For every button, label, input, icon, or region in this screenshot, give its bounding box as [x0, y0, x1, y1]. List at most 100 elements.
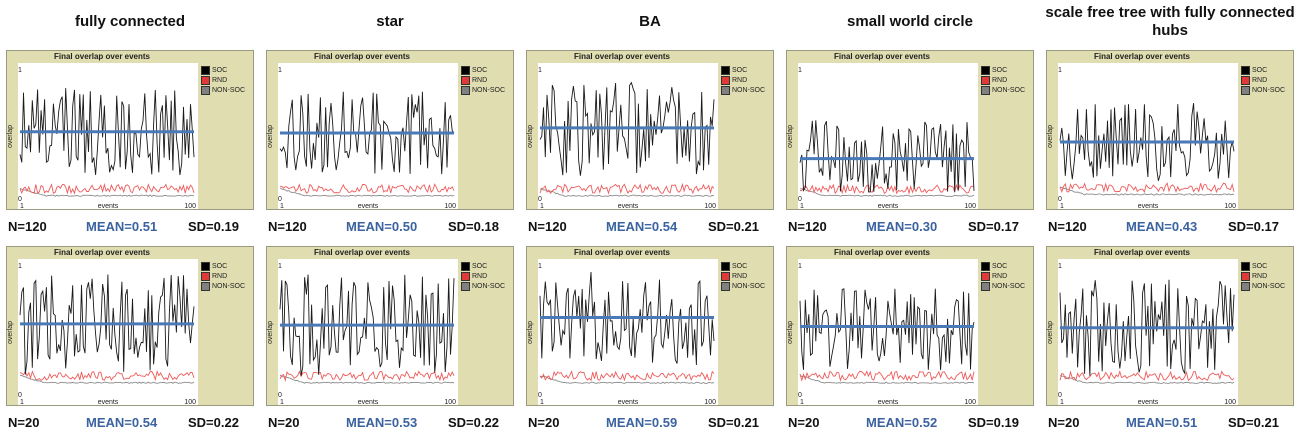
- n-label: N=20: [1048, 415, 1080, 430]
- n-label: N=120: [528, 219, 567, 234]
- series-non-soc-line: [19, 374, 195, 384]
- legend-label: NON-SOC: [732, 282, 766, 290]
- plot-panel: Final overlap over events 1 0 1 100 events ove…: [266, 246, 514, 406]
- series-soc-line: [539, 271, 715, 366]
- y-axis-label: overlap: [1046, 125, 1054, 148]
- legend-label: RND: [472, 272, 488, 280]
- panel-title: Final overlap over events: [313, 248, 411, 257]
- y-tick-bottom: 0: [278, 392, 282, 399]
- plot-panel: Final overlap over events 1 0 1 100 events ove…: [266, 50, 514, 210]
- legend-item: NON-SOC: [1241, 281, 1285, 291]
- legend-swatch: [721, 65, 730, 75]
- x-axis-label: events: [1138, 399, 1159, 405]
- legend-swatch: [201, 85, 210, 95]
- n-label: N=20: [8, 415, 40, 430]
- stats-row: N=120 MEAN=0.43 SD=0.17: [1046, 218, 1294, 236]
- x-axis-label: events: [358, 399, 379, 405]
- n-label: N=120: [268, 219, 307, 234]
- x-tick-left: 1: [20, 203, 24, 209]
- legend-item: SOC: [721, 65, 765, 75]
- sd-label: SD=0.21: [1228, 415, 1279, 430]
- series-rnd-line: [19, 182, 195, 195]
- x-tick-left: 1: [1060, 203, 1064, 209]
- x-tick-left: 1: [540, 399, 544, 405]
- legend-swatch: [981, 65, 990, 75]
- sd-label: SD=0.22: [188, 415, 239, 430]
- plot-area: 1 0 1 100 events: [18, 259, 198, 405]
- legend-label: RND: [1252, 272, 1268, 280]
- legend-swatch: [721, 75, 730, 85]
- n-label: N=20: [528, 415, 560, 430]
- legend: SOC RND NON-SOC: [721, 65, 765, 95]
- legend-swatch: [1241, 271, 1250, 281]
- stats-row: N=20 MEAN=0.52 SD=0.19: [786, 414, 1034, 432]
- legend-swatch: [981, 271, 990, 281]
- y-tick-top: 1: [798, 263, 802, 270]
- series-soc-line: [279, 274, 455, 376]
- series-rnd-line: [1059, 182, 1235, 194]
- x-tick-left: 1: [1060, 399, 1064, 405]
- mean-label: MEAN=0.51: [1126, 415, 1198, 430]
- stats-row: N=20 MEAN=0.53 SD=0.22: [266, 414, 514, 432]
- y-tick-bottom: 0: [538, 196, 542, 203]
- plot-area: 1 0 1 100 events: [538, 63, 718, 209]
- column-title: scale free tree with fully connected hub…: [1045, 4, 1295, 39]
- legend-item: SOC: [461, 65, 505, 75]
- stats-row: N=120 MEAN=0.51 SD=0.19: [6, 218, 254, 236]
- legend-swatch: [1241, 65, 1250, 75]
- legend-item: SOC: [981, 65, 1025, 75]
- column-title: fully connected: [74, 13, 186, 30]
- y-tick-bottom: 0: [278, 196, 282, 203]
- x-tick-right: 100: [964, 399, 976, 405]
- legend-item: NON-SOC: [721, 85, 765, 95]
- plot-area: 1 0 1 100 events: [538, 259, 718, 405]
- legend-item: NON-SOC: [201, 85, 245, 95]
- plot-panel: Final overlap over events 1 0 1 100 events ove…: [6, 50, 254, 210]
- plot-area: 1 0 1 100 events: [278, 63, 458, 209]
- legend-label: SOC: [472, 66, 488, 74]
- n-label: N=20: [268, 415, 300, 430]
- legend-item: RND: [981, 271, 1025, 281]
- stats-row: N=20 MEAN=0.51 SD=0.21: [1046, 414, 1294, 432]
- legend-item: RND: [201, 75, 245, 85]
- y-tick-top: 1: [538, 263, 542, 270]
- sd-label: SD=0.17: [968, 219, 1019, 234]
- legend-item: RND: [1241, 75, 1285, 85]
- x-axis-label: events: [618, 399, 639, 405]
- series-non-soc-line: [800, 188, 975, 197]
- legend-label: RND: [212, 272, 228, 280]
- legend-label: NON-SOC: [472, 282, 506, 290]
- legend-label: NON-SOC: [1252, 282, 1286, 290]
- x-tick-right: 100: [1224, 203, 1236, 209]
- y-tick-top: 1: [1058, 67, 1062, 74]
- y-tick-bottom: 0: [538, 392, 542, 399]
- legend: SOC RND NON-SOC: [461, 65, 505, 95]
- legend-swatch: [721, 271, 730, 281]
- legend-item: SOC: [201, 65, 245, 75]
- legend-label: RND: [1252, 76, 1268, 84]
- x-tick-left: 1: [280, 399, 284, 405]
- y-tick-top: 1: [798, 67, 802, 74]
- series-non-soc-line: [1059, 186, 1235, 196]
- legend-item: NON-SOC: [721, 281, 765, 291]
- legend-item: RND: [461, 75, 505, 85]
- series-rnd-line: [539, 370, 715, 382]
- x-axis-label: events: [878, 203, 899, 209]
- series-non-soc-line: [279, 187, 455, 197]
- series-non-soc-line: [539, 375, 715, 384]
- series-non-soc-line: [799, 375, 975, 384]
- x-axis-label: events: [98, 203, 119, 209]
- column-title: star: [376, 13, 404, 30]
- mean-label: MEAN=0.53: [346, 415, 418, 430]
- legend: SOC RND NON-SOC: [1241, 261, 1285, 291]
- legend-label: SOC: [212, 66, 228, 74]
- mean-label: MEAN=0.50: [346, 219, 418, 234]
- legend-swatch: [981, 261, 990, 271]
- legend-swatch: [981, 281, 990, 291]
- panel-title: Final overlap over events: [313, 52, 411, 61]
- y-axis-label: overlap: [526, 125, 534, 148]
